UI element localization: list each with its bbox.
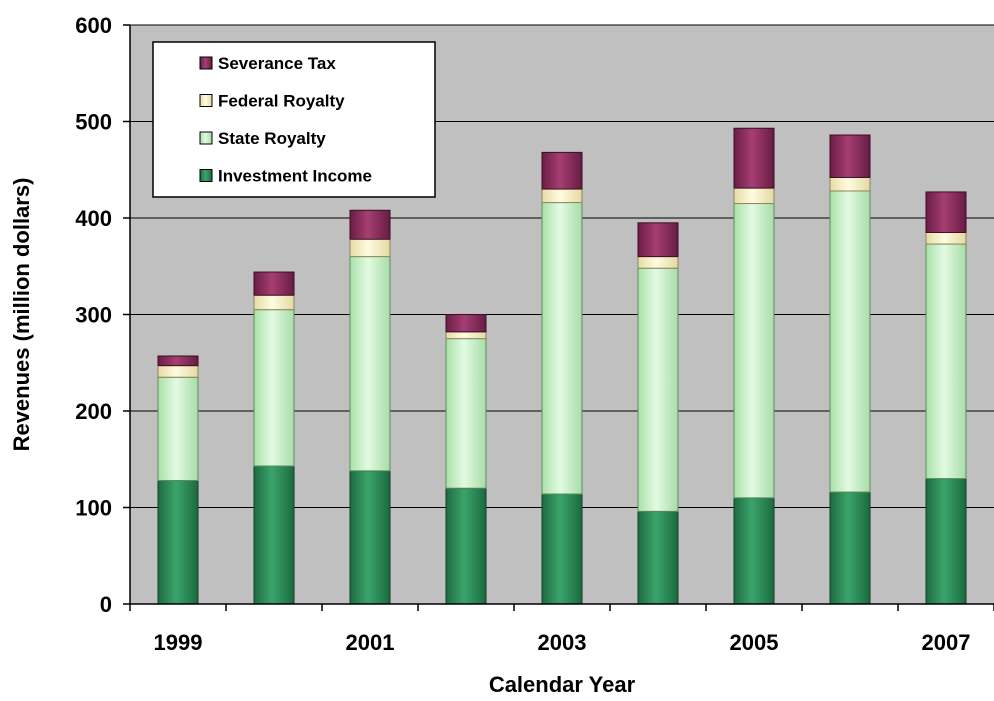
bar-segment-federal-royalty-2000 bbox=[253, 294, 295, 311]
x-tick-label: 2003 bbox=[538, 630, 587, 655]
x-tick-label: 1999 bbox=[154, 630, 203, 655]
bar-segment-severance-tax-2003 bbox=[541, 151, 583, 190]
bar-segment-federal-royalty-2005 bbox=[733, 187, 775, 205]
bar-segment-investment-income-2003 bbox=[541, 493, 583, 605]
bar-segment-state-royalty-2000 bbox=[253, 309, 295, 467]
y-tick-label: 400 bbox=[75, 206, 112, 231]
legend-swatch-federal-royalty bbox=[199, 94, 213, 107]
legend-swatch-investment-income bbox=[199, 169, 213, 182]
bar-segment-federal-royalty-2003 bbox=[541, 188, 583, 204]
bar-segment-investment-income-2007 bbox=[925, 478, 967, 605]
legend-label: Investment Income bbox=[218, 167, 372, 186]
legend-label: Federal Royalty bbox=[218, 92, 345, 111]
bar-segment-state-royalty-2003 bbox=[541, 202, 583, 495]
axes: 0 100 200 300 400 500 600 1999 2001 2003 2005 2007 bbox=[75, 13, 994, 655]
y-tick-label: 0 bbox=[100, 592, 112, 617]
y-tick-label: 600 bbox=[75, 13, 112, 38]
y-axis-title: Revenues (million dollars) bbox=[9, 178, 34, 452]
x-tick-label: 2001 bbox=[346, 630, 395, 655]
legend: Severance Tax Federal Royalty State Royalt… bbox=[152, 41, 436, 198]
bar-segment-severance-tax-2007 bbox=[925, 191, 967, 233]
y-tick-label: 200 bbox=[75, 399, 112, 424]
bar-segment-state-royalty-2001 bbox=[349, 256, 391, 472]
legend-label: Severance Tax bbox=[218, 54, 336, 73]
bar-segment-investment-income-1999 bbox=[157, 479, 199, 605]
bar-segment-state-royalty-2005 bbox=[733, 203, 775, 499]
bar-segment-state-royalty-2004 bbox=[637, 267, 679, 512]
bar-segment-federal-royalty-2001 bbox=[349, 238, 391, 258]
bar-segment-federal-royalty-2007 bbox=[925, 231, 967, 245]
y-tick-label: 500 bbox=[75, 110, 112, 135]
bar-segment-investment-income-2005 bbox=[733, 497, 775, 605]
bar-segment-investment-income-2004 bbox=[637, 510, 679, 605]
bar-segment-severance-tax-2006 bbox=[829, 134, 871, 178]
y-tick-label: 100 bbox=[75, 496, 112, 521]
bar-segment-investment-income-2001 bbox=[349, 470, 391, 605]
bar-segment-federal-royalty-2002 bbox=[445, 331, 487, 340]
bar-segment-severance-tax-2004 bbox=[637, 222, 679, 258]
bar-segment-severance-tax-1999 bbox=[157, 355, 199, 367]
bar-segment-severance-tax-2000 bbox=[253, 271, 295, 296]
legend-label: State Royalty bbox=[218, 129, 326, 148]
bar-segment-severance-tax-2001 bbox=[349, 209, 391, 240]
bar-segment-investment-income-2002 bbox=[445, 487, 487, 605]
bar-segment-state-royalty-1999 bbox=[157, 376, 199, 481]
bar-segment-federal-royalty-2004 bbox=[637, 256, 679, 269]
bar-segment-state-royalty-2002 bbox=[445, 338, 487, 489]
bar-segment-investment-income-2006 bbox=[829, 491, 871, 605]
y-tick-label: 300 bbox=[75, 303, 112, 328]
x-tick-label: 2007 bbox=[922, 630, 971, 655]
bar-segment-severance-tax-2005 bbox=[733, 127, 775, 189]
bar-segment-state-royalty-2007 bbox=[925, 243, 967, 480]
legend-swatch-state-royalty bbox=[199, 131, 213, 145]
x-axis-title: Calendar Year bbox=[489, 672, 636, 696]
bar-segment-state-royalty-2006 bbox=[829, 190, 871, 493]
bar-segment-federal-royalty-1999 bbox=[157, 365, 199, 378]
bar-segment-federal-royalty-2006 bbox=[829, 176, 871, 192]
bars bbox=[157, 127, 967, 605]
legend-swatch-severance-tax bbox=[199, 56, 213, 70]
bar-segment-severance-tax-2002 bbox=[445, 314, 487, 333]
bar-segment-investment-income-2000 bbox=[253, 465, 295, 605]
x-tick-label: 2005 bbox=[730, 630, 779, 655]
